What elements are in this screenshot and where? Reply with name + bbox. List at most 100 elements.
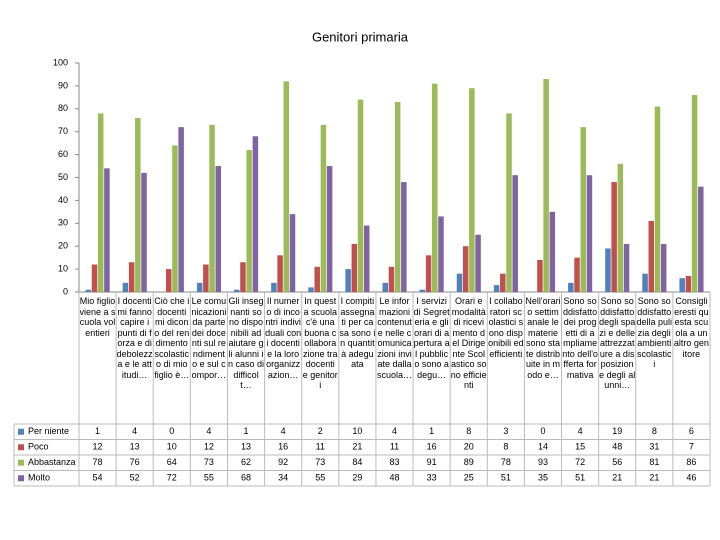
x-tick-label: In questa scuola c'è una buona collabora… [302, 296, 338, 390]
bar [351, 243, 358, 292]
bar [240, 262, 246, 292]
table-value: 4 [578, 426, 583, 436]
bar [574, 257, 580, 292]
x-tick-label: I collaboratori scolastici sono disponib… [488, 296, 524, 359]
x-tick-label: Gli insegnanti sono disponibili ad aiuta… [228, 296, 265, 390]
x-tick-label: I compiti assegnati per casa sono in qua… [339, 296, 376, 369]
bar [91, 264, 98, 292]
bar [537, 259, 543, 292]
table-value: 91 [427, 457, 437, 467]
bar [500, 273, 506, 292]
table-value: 20 [464, 442, 474, 452]
table-value: 21 [612, 473, 622, 483]
x-tick-label: Orari e modalità di ricevimento del Diri… [450, 296, 487, 390]
bar [685, 275, 692, 292]
bar [654, 106, 661, 292]
bar [469, 88, 475, 292]
table-value: 8 [466, 426, 471, 436]
table-value: 12 [93, 442, 103, 452]
bar [568, 282, 574, 292]
x-tick-label: Sono soddisfatto della pulizia degli amb… [636, 296, 673, 369]
table-value: 78 [93, 457, 103, 467]
bar [425, 255, 432, 292]
legend-label: Molto [28, 473, 50, 483]
y-tick-label: 10 [58, 263, 68, 273]
x-tick-label: Sono soddisfatto dei progetti di ampliam… [562, 296, 598, 380]
x-tick-label: Le informazioni contenute nelle comunica… [376, 296, 412, 380]
table-value: 13 [241, 442, 251, 452]
x-tick-label: I servizi di Segreteria e gli orari di a… [413, 296, 450, 380]
bar [493, 285, 500, 292]
y-tick-label: 50 [58, 172, 68, 182]
table-value: 4 [392, 426, 397, 436]
y-tick-label: 20 [58, 241, 68, 251]
bar [320, 124, 327, 292]
bar [357, 99, 364, 292]
bar [691, 95, 698, 292]
table-value: 78 [501, 457, 511, 467]
table-value: 3 [503, 426, 508, 436]
bar [617, 163, 624, 292]
table-value: 64 [167, 457, 177, 467]
bar [97, 113, 104, 292]
table-value: 92 [278, 457, 288, 467]
bar [345, 269, 351, 292]
table-value: 4 [281, 426, 286, 436]
table-value: 16 [427, 442, 437, 452]
bar [234, 289, 240, 292]
bar [456, 273, 463, 292]
table-value: 68 [241, 473, 251, 483]
x-tick-label: I docenti mi fanno capire i punti di for… [116, 296, 153, 380]
bar [209, 124, 215, 292]
y-tick-label: 30 [58, 218, 68, 228]
bar [679, 278, 685, 292]
x-tick-label: Nell'orario settimanale le materie sono … [525, 296, 561, 380]
bar [308, 287, 314, 292]
bar [85, 289, 92, 292]
bar [215, 166, 222, 292]
bar [623, 243, 630, 292]
x-tick-label: Il numero di incontri individuali con i … [265, 296, 302, 380]
table-value: 11 [390, 442, 399, 452]
bar [283, 81, 290, 292]
bar [128, 262, 135, 292]
table-value: 84 [352, 457, 362, 467]
bar [611, 182, 617, 292]
bar [135, 117, 141, 293]
bar [172, 145, 178, 292]
y-tick-label: 0 [63, 286, 68, 296]
table-value: 76 [130, 457, 140, 467]
table-value: 72 [167, 473, 177, 483]
bar [196, 282, 203, 292]
y-tick-label: 40 [58, 195, 68, 205]
table-value: 48 [389, 473, 399, 483]
bar [580, 127, 586, 293]
table-value: 2 [318, 426, 323, 436]
bar [432, 83, 438, 292]
table-value: 7 [689, 442, 694, 452]
legend-swatch [18, 475, 24, 482]
table-value: 62 [241, 457, 251, 467]
bar [382, 282, 388, 292]
legend-swatch [18, 428, 24, 435]
table-value: 81 [649, 457, 659, 467]
table-value: 73 [204, 457, 214, 467]
table-value: 51 [501, 473, 511, 483]
table-value: 4 [132, 426, 137, 436]
legend-swatch [18, 444, 24, 451]
table-value: 86 [686, 457, 696, 467]
table-value: 52 [130, 473, 140, 483]
table-value: 13 [130, 442, 140, 452]
y-tick-label: 60 [58, 149, 68, 159]
bar [462, 246, 469, 292]
y-tick-label: 80 [58, 103, 68, 113]
table-value: 0 [540, 426, 545, 436]
bar [141, 172, 147, 292]
table-value: 11 [316, 442, 325, 452]
bar [512, 175, 518, 292]
table-value: 73 [315, 457, 325, 467]
bar [388, 266, 395, 292]
bar [660, 243, 667, 292]
